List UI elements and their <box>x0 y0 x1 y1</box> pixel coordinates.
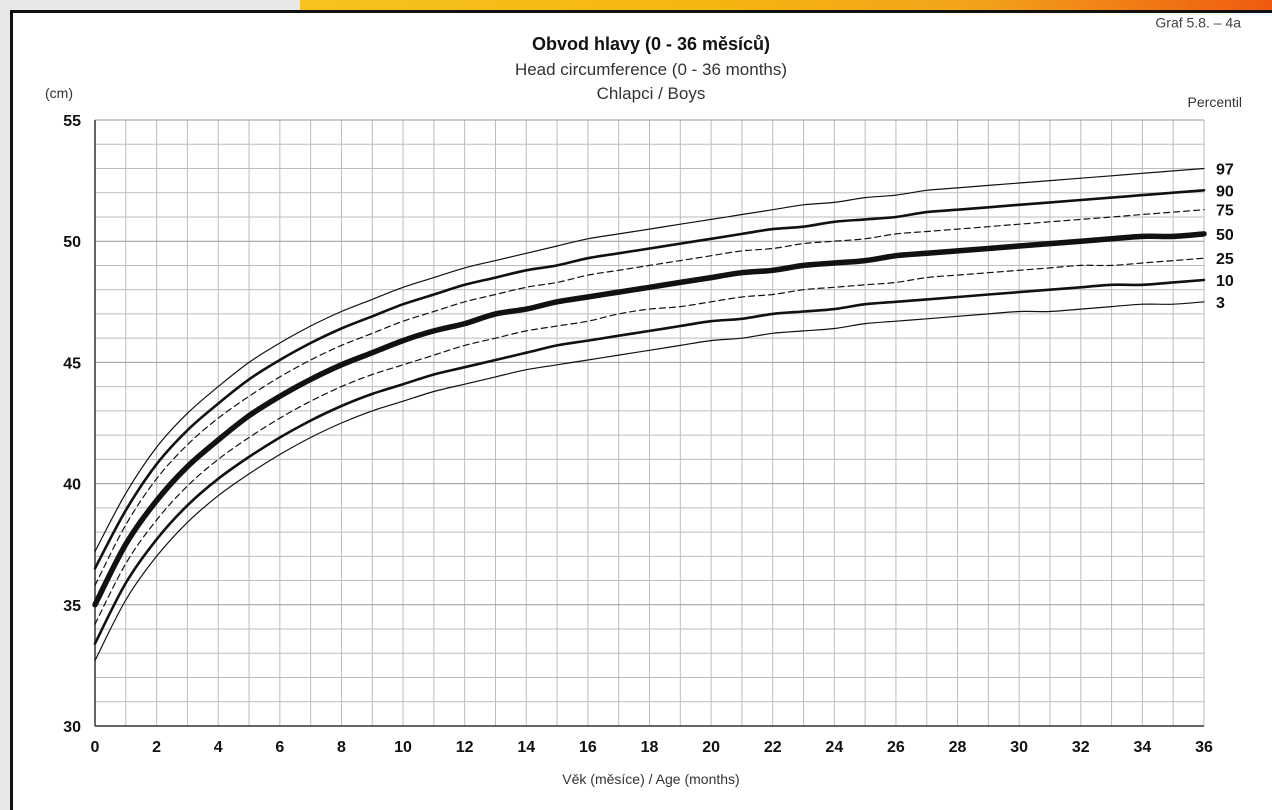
percentile-label: 90 <box>1216 183 1234 200</box>
percentile-label: 3 <box>1216 295 1225 312</box>
percentile-curve-97 <box>94 167 1205 553</box>
y-tick-label: 40 <box>63 477 81 494</box>
y-tick-label: 35 <box>63 598 81 615</box>
axes <box>94 120 1204 727</box>
chart-subtitle-gender: Chlapci / Boys <box>597 84 706 103</box>
percentile-curve-90 <box>93 189 1206 570</box>
x-tick-label: 18 <box>641 739 659 756</box>
percentile-curves <box>92 167 1207 662</box>
y-tick-label: 50 <box>63 234 81 251</box>
tick-labels: 0 2 4 6 8 10 12 14 16 18 20 22 24 26 28 30 32 34 363035404… <box>63 113 1234 756</box>
growth-chart: 0 2 4 6 8 10 12 14 16 18 20 22 24 26 28 30 32 34 363035404… <box>45 14 1242 787</box>
x-tick-label: 34 <box>1133 739 1151 756</box>
x-tick-label: 8 <box>337 739 346 756</box>
percentile-label: 75 <box>1216 203 1234 220</box>
figure-number: Graf 5.8. – 4a <box>1155 14 1241 30</box>
x-tick-label: 0 <box>91 739 100 756</box>
percentile-label: 50 <box>1216 227 1234 244</box>
x-tick-label: 30 <box>1010 739 1028 756</box>
y-axis-unit: (cm) <box>45 85 73 101</box>
x-tick-label: 26 <box>887 739 905 756</box>
x-tick-label: 28 <box>949 739 967 756</box>
x-tick-label: 22 <box>764 739 782 756</box>
chart-title: Obvod hlavy (0 - 36 měsíců) <box>532 34 770 54</box>
x-tick-label: 12 <box>456 739 474 756</box>
x-tick-label: 16 <box>579 739 597 756</box>
top-banner-strip <box>300 0 1272 12</box>
x-tick-label: 14 <box>517 739 535 756</box>
percentile-label: 25 <box>1216 251 1234 268</box>
x-tick-label: 2 <box>152 739 161 756</box>
y-tick-label: 30 <box>63 719 81 736</box>
x-tick-label: 24 <box>825 739 843 756</box>
y-tick-label: 45 <box>63 355 81 372</box>
percentile-curve-3 <box>94 301 1205 662</box>
x-tick-label: 20 <box>702 739 720 756</box>
x-tick-label: 10 <box>394 739 412 756</box>
percentile-curve-25 <box>94 257 1205 625</box>
x-tick-label: 4 <box>214 739 223 756</box>
percentile-curve-10 <box>93 278 1206 645</box>
x-tick-label: 32 <box>1072 739 1090 756</box>
percentile-label: 10 <box>1216 273 1234 290</box>
grid <box>94 119 1205 727</box>
percentile-curve-50 <box>92 231 1207 608</box>
x-axis-label: Věk (měsíce) / Age (months) <box>562 771 739 787</box>
chart-sheet: 0 2 4 6 8 10 12 14 16 18 20 22 24 26 28 30 32 34 36 30 35 40 4… <box>10 10 1272 810</box>
percentile-heading: Percentil <box>1188 94 1242 110</box>
y-tick-label: 55 <box>63 113 81 130</box>
x-tick-label: 36 <box>1195 739 1213 756</box>
chart-subtitle: Head circumference (0 - 36 months) <box>515 60 787 79</box>
x-tick-label: 6 <box>275 739 284 756</box>
percentile-label: 97 <box>1216 161 1234 178</box>
percentile-curve-75 <box>94 209 1205 586</box>
